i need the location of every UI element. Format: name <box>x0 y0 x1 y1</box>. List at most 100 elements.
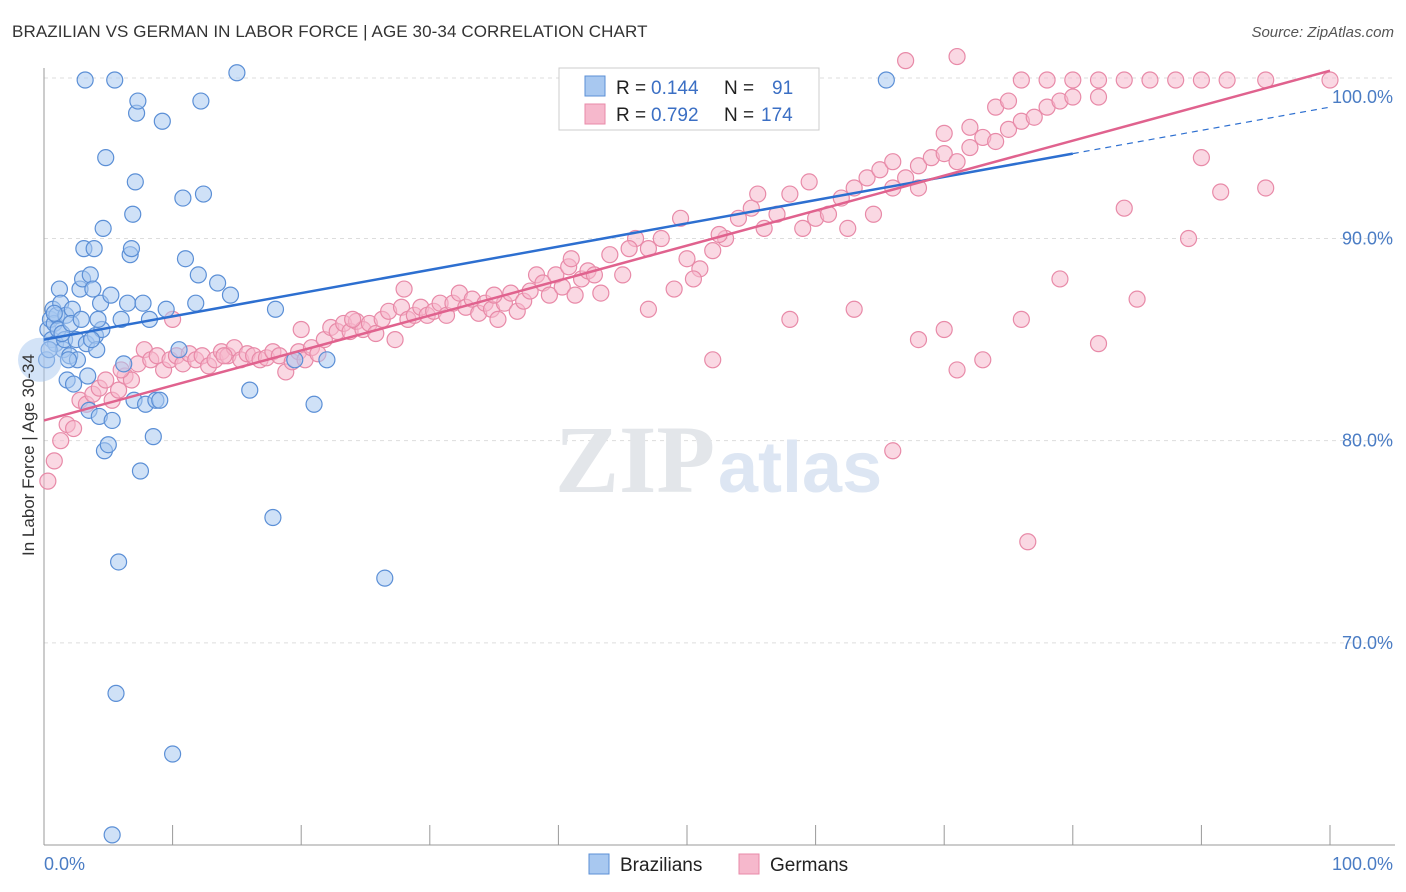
germans-point <box>884 153 902 171</box>
germans-point <box>620 240 638 258</box>
germans-point <box>845 300 863 318</box>
germans-point <box>45 452 63 470</box>
source-label: Source: ZipAtlas.com <box>1251 24 1394 41</box>
germans-point <box>614 266 632 284</box>
brazilians-point <box>266 300 285 318</box>
brazilians-point <box>209 274 227 292</box>
x-tick-label: 0.0% <box>44 854 85 874</box>
brazilians-point <box>170 341 188 359</box>
brazilians-point <box>79 367 97 385</box>
brazilians-point <box>102 286 120 304</box>
brazilians-point <box>126 173 144 191</box>
germans-point <box>386 330 404 349</box>
germans-point <box>704 351 722 369</box>
germans-point <box>39 472 57 490</box>
brazilians-point <box>85 240 103 258</box>
germans-point <box>489 310 507 328</box>
brazilians-point <box>131 462 150 480</box>
brazilians-point <box>45 304 63 322</box>
germans-point <box>1321 71 1339 89</box>
brazilians-point <box>164 745 182 763</box>
germans-point <box>97 371 115 389</box>
brazilians-point <box>115 355 133 373</box>
germans-point <box>678 250 696 268</box>
brazilians-point <box>109 553 128 571</box>
axes <box>43 68 1395 846</box>
germans-point <box>1038 71 1056 89</box>
germans-point <box>794 219 812 238</box>
legend-r-value-2: 0.792 <box>651 105 699 126</box>
germans-point <box>999 120 1018 138</box>
germans-point <box>292 320 310 339</box>
legend-n-label-2: N = <box>724 105 754 126</box>
germans-point <box>671 209 690 227</box>
brazilians-point <box>134 294 152 312</box>
brazilians-point <box>76 71 94 89</box>
germans-point <box>800 173 818 191</box>
germans-point <box>1192 71 1211 89</box>
germans-point <box>999 92 1018 110</box>
germans-point <box>1128 290 1146 308</box>
germans-point <box>884 442 902 460</box>
brazilians-point <box>99 436 117 454</box>
germans-point <box>1115 71 1133 89</box>
legend-swatch-pink <box>584 103 606 125</box>
brazilians-point <box>176 250 195 268</box>
brazilians-point <box>305 395 323 413</box>
brazilians-point <box>103 826 121 844</box>
brazilians-point <box>64 375 83 393</box>
brazilians-point <box>82 330 101 349</box>
y-tick-labels: 70.0% 80.0% 90.0% 100.0% <box>1332 87 1393 653</box>
germans-point <box>395 280 413 298</box>
brazilians-point <box>241 381 259 399</box>
germans-point <box>1257 179 1275 197</box>
brazilians-point <box>118 294 137 312</box>
brazilians-point <box>228 64 246 82</box>
germans-point <box>858 169 876 187</box>
germans-point <box>987 132 1005 151</box>
y-tick-label: 100.0% <box>1332 87 1393 107</box>
chart-title: BRAZILIAN VS GERMAN IN LABOR FORCE | AGE… <box>12 22 648 41</box>
legend-n-value-1: 91 <box>772 78 793 99</box>
germans-point <box>974 351 992 369</box>
brazilians-point <box>122 240 141 258</box>
germans-point <box>665 280 683 298</box>
germans-point <box>1064 88 1082 106</box>
germans-point <box>864 205 883 223</box>
brazilians-point <box>129 92 147 110</box>
brazilians-point <box>84 280 102 298</box>
germans-point <box>566 286 584 304</box>
brazilians-point <box>89 310 107 328</box>
germans-point <box>1089 88 1108 106</box>
germans-trend-line <box>43 69 1331 422</box>
germans-point <box>122 371 141 389</box>
germans-point <box>1179 229 1198 248</box>
germans-point <box>109 381 128 399</box>
watermark: ZIP atlas <box>555 406 882 513</box>
germans-point <box>562 250 580 268</box>
germans-point <box>1192 149 1211 167</box>
brazilians-point <box>50 280 69 298</box>
legend-n-value-2: 174 <box>761 105 793 126</box>
bottom-legend-swatch-blue <box>588 853 610 875</box>
brazilians-point <box>221 286 240 304</box>
germans-point <box>1115 199 1133 217</box>
germans-point <box>871 161 889 179</box>
germans-point <box>601 246 619 264</box>
germans-point <box>1141 71 1159 89</box>
germans-point <box>961 118 979 136</box>
brazilians-point <box>106 71 124 89</box>
legend-swatch-blue <box>584 75 606 97</box>
brazilians-trend-line <box>43 152 1074 341</box>
germans-point <box>909 157 928 175</box>
brazilians-point <box>153 112 171 130</box>
y-tick-label: 80.0% <box>1342 431 1393 451</box>
trend-lines <box>43 69 1331 422</box>
brazilians-point <box>59 351 78 369</box>
brazilians-point <box>187 294 205 312</box>
legend-box: R = 0.144 N = 91 R = 0.792 N = 174 <box>558 67 820 131</box>
germans-point <box>1012 71 1030 89</box>
brazilians-point <box>81 266 99 284</box>
brazilians-point <box>264 508 282 527</box>
